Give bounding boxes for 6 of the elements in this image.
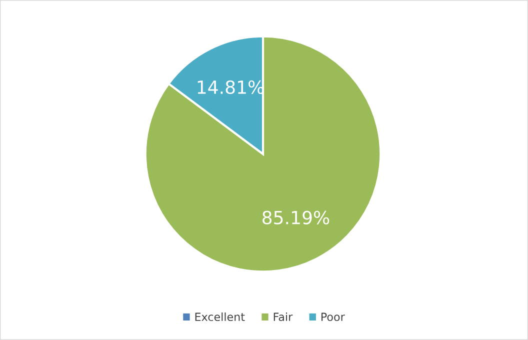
data-label: 14.81% [198,80,264,94]
legend-label: Poor [321,312,345,322]
pie-slice [144,35,382,273]
legend-label: Fair [274,312,293,322]
data-label: 85.19% [262,210,330,224]
legend-label: Excellent [195,312,245,322]
